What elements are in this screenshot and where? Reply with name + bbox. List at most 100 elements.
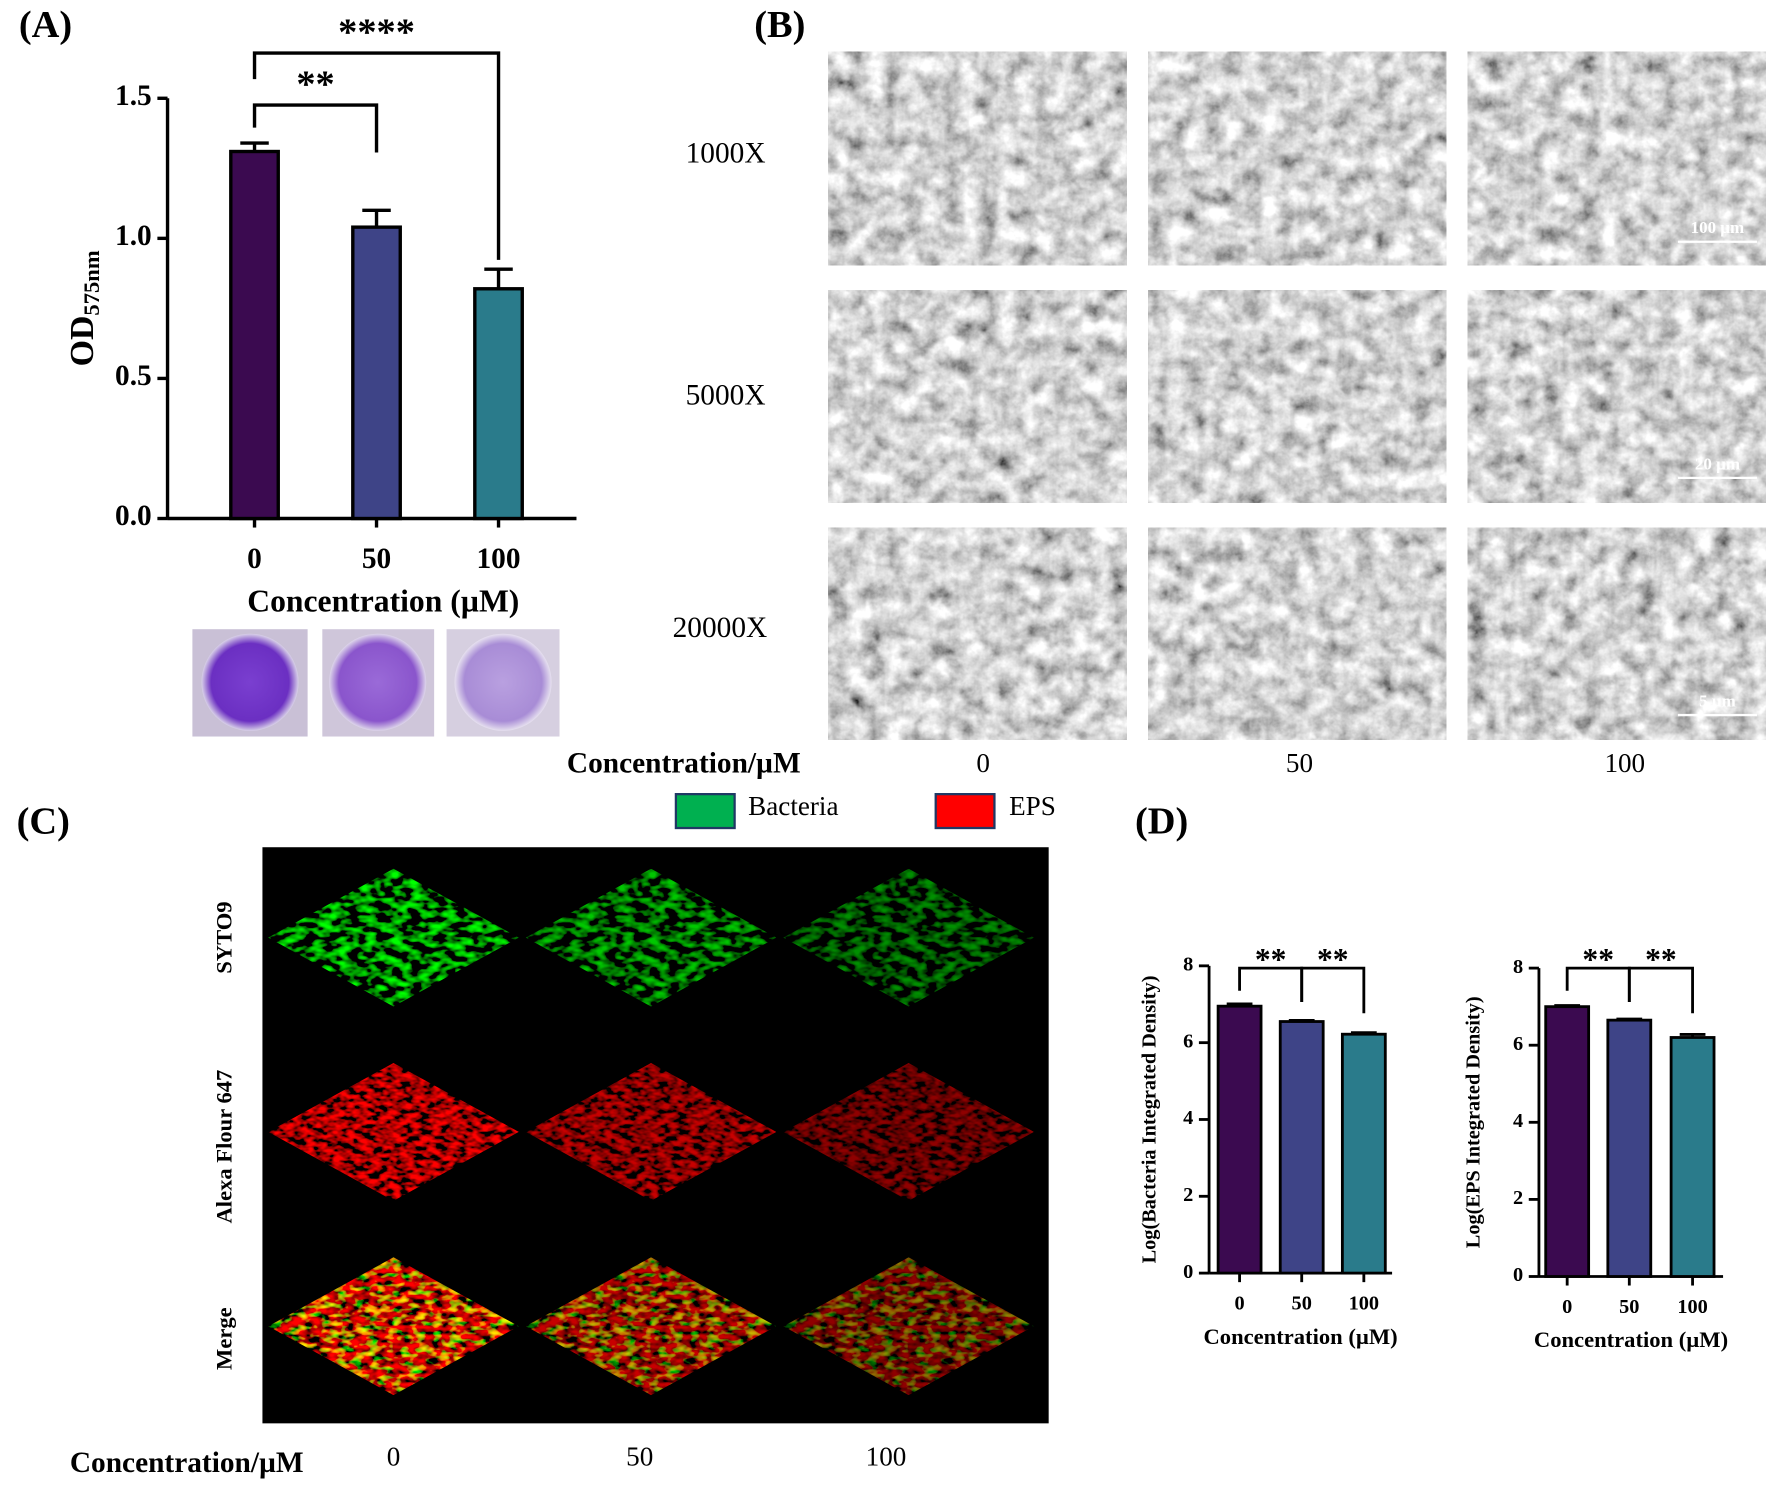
panel-label: (C) <box>17 800 70 842</box>
row-label: Alexa Flour 647 <box>211 1070 236 1224</box>
confocal-panel: SYTO9 Alexa Flour 647 Merge Bacteria EPS… <box>70 791 1056 1479</box>
y-axis-label: Log(EPS Integrated Density) <box>1462 996 1484 1248</box>
confocal-volume <box>783 1062 1035 1201</box>
x-tick-label: 50 <box>362 543 391 575</box>
bar <box>1669 1036 1716 1278</box>
x-tick-label: 0 <box>1562 1296 1572 1318</box>
x-axis-label: Concentration (µM) <box>1203 1324 1397 1349</box>
bar <box>473 287 524 521</box>
significance-label: ** <box>296 64 334 106</box>
confocal-volume <box>783 868 1035 1007</box>
y-tick-label: 2 <box>1183 1184 1193 1206</box>
confocal-image <box>783 868 1035 1007</box>
legend-label: Bacteria <box>748 791 838 821</box>
x-tick-label: 100 <box>477 543 521 575</box>
confocal-image <box>783 1062 1035 1201</box>
concentration-label: 0 <box>387 1442 401 1472</box>
legend-label: EPS <box>1009 791 1056 821</box>
x-tick-label: 50 <box>1619 1296 1639 1318</box>
y-axis-label: Log(Bacteria Integrated Density) <box>1138 976 1160 1264</box>
concentration-label: 100 <box>1604 748 1645 778</box>
concentration-label: 100 <box>866 1442 907 1472</box>
scale-bar-label: 5 µm <box>1699 692 1736 711</box>
sem-image <box>1467 290 1766 503</box>
confocal-image <box>268 868 519 1007</box>
well <box>329 633 427 731</box>
y-tick-label: 0.0 <box>115 500 152 532</box>
concentration-label: 0 <box>976 748 990 778</box>
x-tick-label: 100 <box>1677 1296 1708 1318</box>
well <box>454 633 552 731</box>
sem-image <box>1467 527 1766 740</box>
concentration-label: 50 <box>626 1442 653 1472</box>
bar <box>1216 1004 1263 1275</box>
confocal-image <box>783 1257 1035 1396</box>
confocal-volume <box>783 1257 1035 1396</box>
y-tick-label: 1.0 <box>115 220 152 252</box>
y-tick-label: 8 <box>1183 954 1193 976</box>
significance-label: ** <box>1255 942 1287 977</box>
sem-image <box>1148 290 1447 503</box>
bar <box>1606 1018 1653 1278</box>
confocal-volume <box>268 868 519 1007</box>
magnification-label: 20000X <box>673 612 768 644</box>
well <box>201 633 299 731</box>
y-tick-label: 0 <box>1513 1264 1523 1286</box>
y-tick-label: 4 <box>1513 1110 1523 1132</box>
confocal-volume <box>525 868 777 1007</box>
significance-bracket <box>1300 966 1366 1014</box>
panel-label: (B) <box>754 4 805 46</box>
magnification-label: 1000X <box>686 138 766 170</box>
y-tick-label: 0 <box>1183 1261 1193 1283</box>
y-tick-label: 8 <box>1513 956 1523 978</box>
sem-image <box>1467 51 1766 266</box>
panel-label: (D) <box>1135 800 1188 842</box>
x-axis-label: Concentration (µM) <box>1534 1327 1728 1352</box>
x-axis-label: Concentration/µM <box>70 1447 304 1479</box>
y-tick-label: 6 <box>1183 1030 1193 1052</box>
y-tick-label: 0.5 <box>115 360 152 392</box>
bar <box>1340 1032 1387 1275</box>
confocal-volume <box>525 1062 777 1201</box>
sem-image <box>828 290 1127 503</box>
bar <box>1278 1020 1325 1275</box>
concentration-label: 50 <box>1286 748 1313 778</box>
y-tick-label: 2 <box>1513 1187 1523 1209</box>
confocal-image <box>525 1062 777 1201</box>
significance-label: ** <box>1317 942 1349 977</box>
sem-image <box>828 527 1127 740</box>
x-tick-label: 0 <box>247 543 262 575</box>
significance-label: ** <box>1645 942 1677 977</box>
sem-image <box>828 51 1127 266</box>
significance-bracket <box>1627 966 1694 1014</box>
confocal-image <box>525 868 777 1007</box>
confocal-image <box>268 1062 519 1201</box>
confocal-images <box>268 868 1035 1396</box>
y-tick-label: 6 <box>1513 1033 1523 1055</box>
confocal-volume <box>525 1257 777 1396</box>
bar <box>351 225 402 521</box>
significance-label: **** <box>338 12 415 54</box>
significance-bracket <box>252 103 379 153</box>
confocal-image <box>525 1257 777 1396</box>
scale-bar-label: 100 µm <box>1691 218 1745 237</box>
x-tick-label: 50 <box>1292 1292 1312 1314</box>
x-tick-label: 0 <box>1234 1292 1244 1314</box>
significance-bracket <box>252 51 501 260</box>
confocal-volume <box>268 1062 519 1201</box>
confocal-image <box>268 1257 519 1396</box>
bar <box>1544 1005 1591 1278</box>
x-tick-label: 100 <box>1349 1292 1380 1314</box>
sem-grid: 100 µm 20 µm 5 µm 1000X 5000X 20000X Con… <box>567 51 1766 780</box>
x-axis-label: Concentration/µM <box>567 748 801 780</box>
y-axis-label-sub: 575nm <box>79 250 104 315</box>
y-tick-label: 4 <box>1183 1107 1193 1129</box>
bar <box>229 149 280 521</box>
legend-swatch <box>674 793 736 830</box>
scale-bar-label: 20 µm <box>1695 454 1740 473</box>
x-axis-label: Concentration (µM) <box>247 584 519 619</box>
significance-label: ** <box>1582 942 1614 977</box>
sem-image <box>1148 527 1447 740</box>
confocal-volume <box>268 1257 519 1396</box>
legend-swatch <box>934 793 996 830</box>
